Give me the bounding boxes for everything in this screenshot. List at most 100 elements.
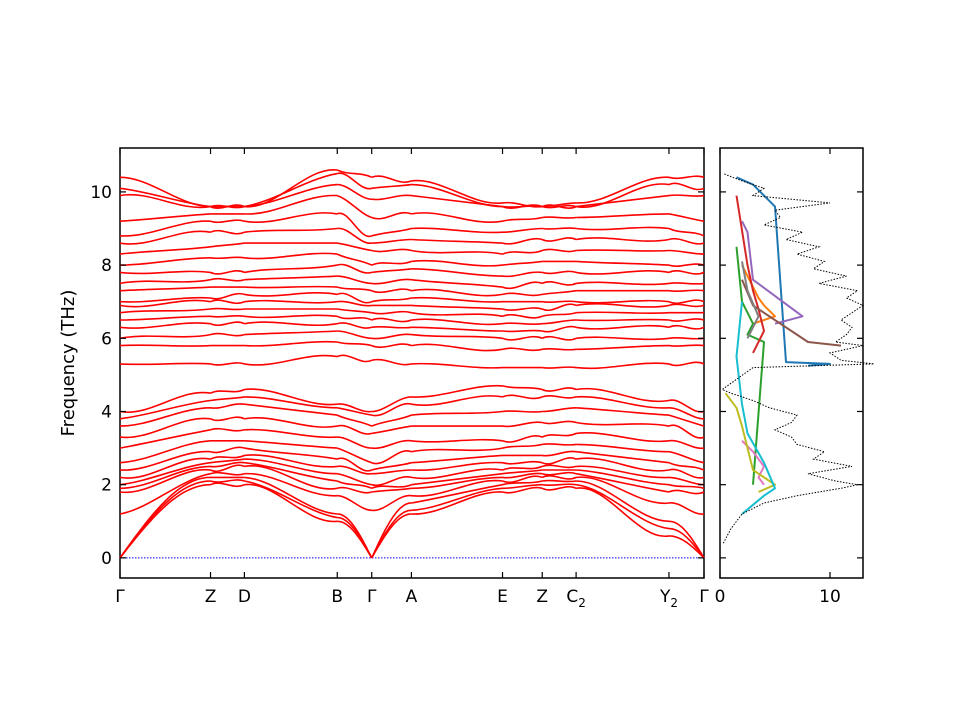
band-curve [244,483,338,523]
band-curve [119,472,211,515]
band-curve [119,299,211,308]
band-curve [210,388,245,394]
partial-dos-curve [741,440,765,486]
band-curve [542,319,577,325]
band-curve [119,257,211,266]
band-curve [576,318,670,322]
band-curve [411,472,503,486]
band-curve [210,277,245,282]
x-tick-label: Γ [367,587,377,607]
band-curve [502,469,543,475]
band-curve [370,502,412,559]
band-curve [336,354,373,363]
band-curve [576,311,670,315]
x-tick-label: E [497,587,508,607]
band-curve [668,527,705,559]
band-curve [502,271,543,278]
band-curve [244,321,338,327]
band-curve [502,329,543,333]
y-tick-label: 8 [101,256,112,276]
band-curve [541,303,577,311]
band-curve [541,281,577,286]
band-curve [244,340,338,347]
band-curve [542,479,577,483]
band-curve [244,417,338,428]
band-curve [371,211,412,220]
x-tick-label: B [331,587,343,607]
band-curve [576,450,670,464]
band-curve [337,275,372,285]
band-curve [244,172,338,208]
partial-dos-curve [736,176,831,367]
band-curve [244,299,338,304]
band-curve [119,417,211,439]
band-curve [541,237,577,242]
band-curve [371,175,412,183]
band-curve [244,403,338,416]
band-curve [668,535,705,559]
band-curve [119,322,211,329]
band-curve [210,464,245,472]
band-curve [541,335,577,341]
dos-x-tick-label: 10 [819,587,841,607]
partial-dos-curve [735,301,776,515]
band-curve [244,169,338,208]
band-curve [542,300,577,304]
band-y-ticks: 0 2 4 6 8 10 [90,183,704,569]
band-curve [668,249,705,255]
band-curve [668,299,705,305]
band-curve [411,296,503,303]
band-curve [210,471,245,476]
band-curve [411,249,503,255]
band-curve [371,194,412,201]
band-curve [244,275,338,281]
band-curve [668,289,705,293]
band-curve [668,414,705,427]
band-curve [119,362,211,366]
band-curve [502,216,543,222]
band-curve [244,330,338,336]
band-curve [336,424,372,435]
band-curve [668,263,705,267]
band-curve [575,183,670,208]
band-curve [668,483,705,490]
band-curve [411,278,503,288]
band-curve [337,308,372,314]
band-curve [542,366,577,369]
band-curve [371,439,412,450]
band-curve [502,201,543,208]
band-curve [337,183,372,200]
band-curve [210,332,245,337]
band-curve [371,260,412,266]
y-tick-label: 4 [101,402,112,422]
band-curve [411,326,503,332]
band-curve [541,464,577,469]
band-curve [210,229,245,235]
band-curve [668,439,705,450]
band-curve [668,468,705,479]
band-curve [119,391,211,413]
band-curve [371,227,412,237]
band-curve [336,315,373,321]
band-curve [244,314,338,319]
band-curve [371,333,412,340]
band-curve [371,343,412,348]
band-curve [371,469,412,475]
band-curve [337,513,373,559]
band-curve [542,216,577,219]
band-curve [371,288,412,294]
band-curve [575,324,670,330]
band-curve [371,414,412,427]
band-curve [668,502,705,515]
band-curve [668,318,705,322]
band-curve [576,176,670,204]
band-curve [541,395,577,399]
band-curve [119,220,211,237]
band-curve [244,396,338,409]
band-curve [119,476,211,559]
y-tick-label: 10 [90,183,112,203]
band-curve [502,472,543,479]
partial-dos-curve [741,220,804,325]
band-curve [576,194,670,208]
band-curve [541,325,577,333]
